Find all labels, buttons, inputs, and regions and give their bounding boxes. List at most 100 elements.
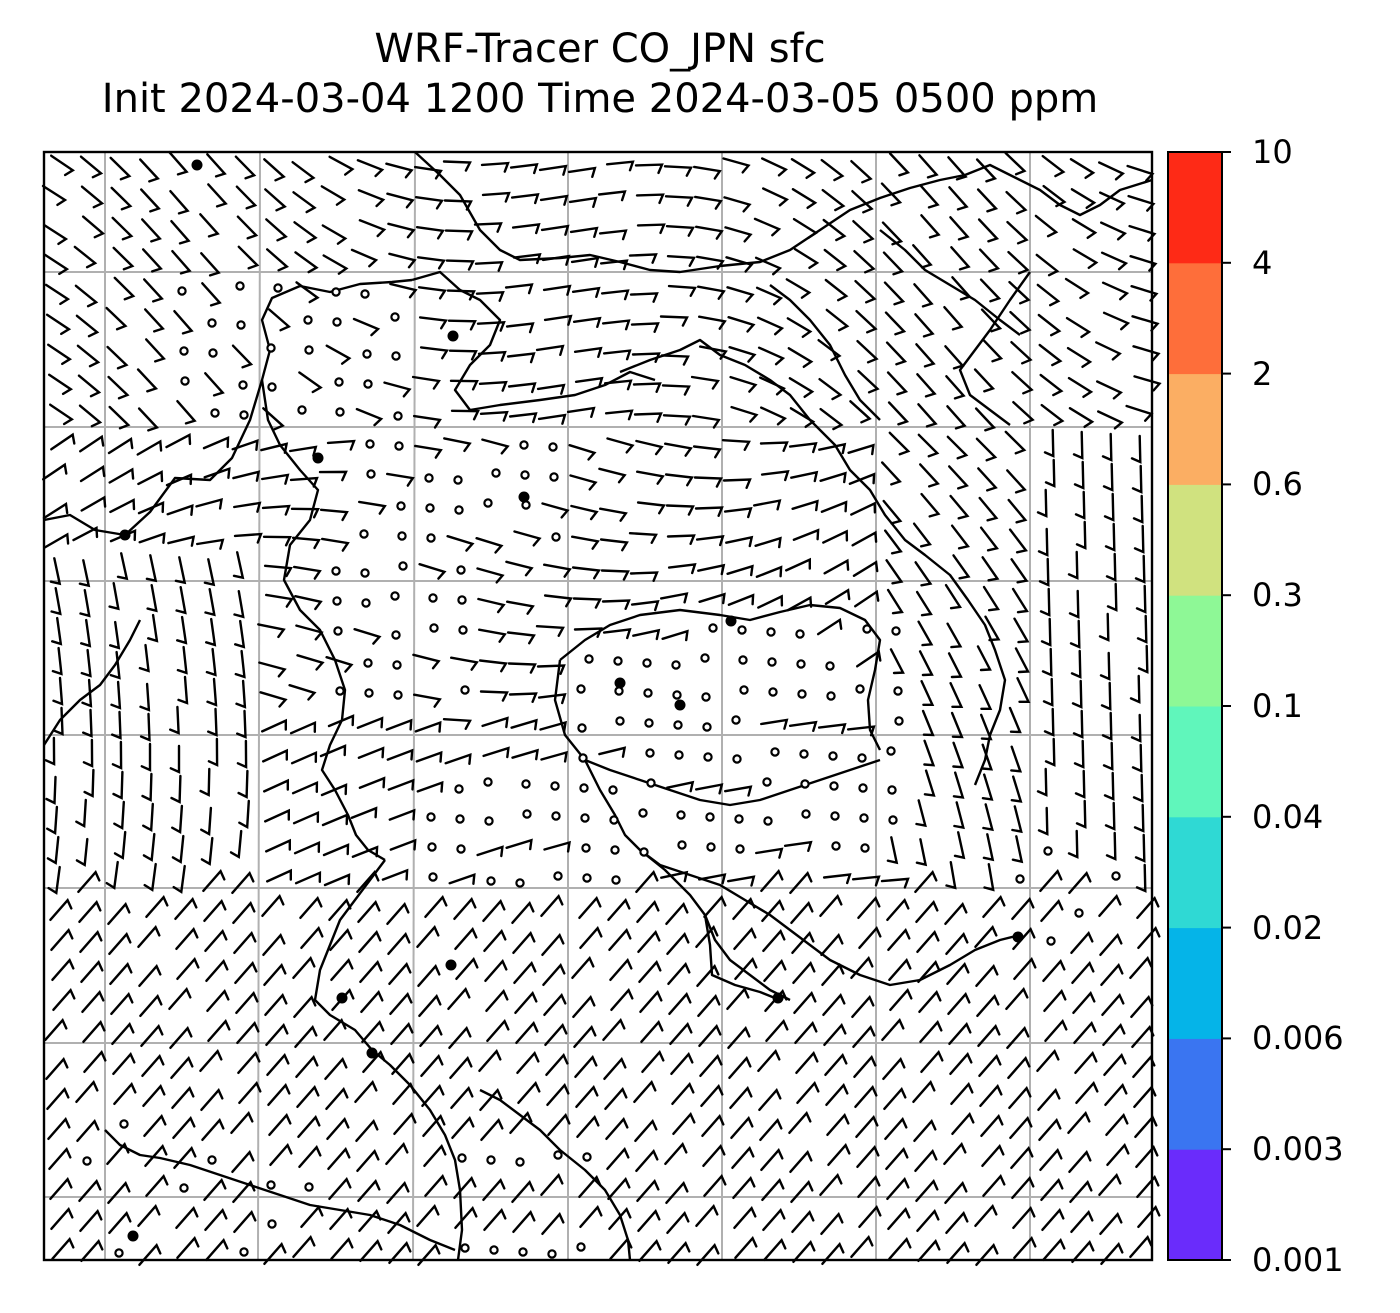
wind-barb	[755, 565, 783, 578]
wind-barb	[629, 571, 659, 582]
wind-barb	[918, 154, 939, 179]
wind-barb	[258, 661, 287, 678]
calm-wind-circle	[518, 1247, 528, 1257]
wind-barb	[417, 286, 447, 300]
wind-barb	[824, 588, 851, 605]
wind-barb	[1074, 1051, 1098, 1074]
wind-barb	[296, 1085, 320, 1108]
wind-barb	[1133, 524, 1145, 554]
wind-barb	[356, 1149, 380, 1172]
wind-barb	[979, 526, 999, 552]
wind-barb	[295, 624, 324, 641]
calm-wind-circle	[332, 596, 342, 606]
wind-barb	[235, 991, 259, 1014]
wind-barb	[46, 1087, 70, 1110]
wind-barb	[571, 286, 601, 298]
wind-barb	[78, 559, 91, 588]
wind-barb	[604, 1087, 628, 1110]
wind-barb	[827, 1143, 851, 1166]
wind-barb	[442, 718, 472, 730]
wind-barb	[478, 659, 508, 673]
wind-barb	[1067, 550, 1079, 580]
wind-barb	[912, 522, 932, 548]
calm-wind-circle	[770, 747, 780, 757]
wind-barb	[1103, 492, 1115, 522]
wind-barb	[1127, 194, 1156, 212]
wind-barb	[510, 718, 538, 731]
wind-barb	[888, 1237, 912, 1260]
wind-barb	[638, 960, 662, 983]
wind-barb	[136, 439, 163, 456]
wind-barb	[886, 1177, 910, 1200]
wind-barb	[854, 1085, 878, 1108]
wind-barb	[203, 1178, 227, 1201]
wind-barb	[668, 992, 692, 1015]
wind-barb	[1008, 1086, 1032, 1109]
wind-barb	[200, 836, 214, 866]
wind-barb	[292, 810, 320, 825]
wind-barb	[722, 478, 752, 489]
wind-barb	[112, 246, 135, 271]
wind-barb	[203, 467, 231, 479]
station-dot	[366, 1047, 378, 1059]
wind-barb	[79, 1209, 103, 1232]
wind-barb	[267, 1083, 291, 1106]
coastline-sakhalin-east	[958, 271, 1031, 426]
wind-barb	[113, 830, 127, 860]
calm-wind-circle	[614, 686, 624, 696]
wind-barb	[791, 931, 815, 954]
calm-wind-circle	[579, 783, 589, 793]
wind-barb	[981, 338, 1004, 363]
wind-barb	[414, 196, 444, 210]
wind-barb	[659, 315, 689, 327]
wind-barb	[733, 1206, 757, 1229]
wind-barb	[141, 772, 153, 802]
wind-barb	[948, 1022, 972, 1045]
wind-barb	[79, 589, 91, 618]
wind-barb	[143, 278, 164, 303]
wind-barb	[388, 1241, 412, 1264]
wind-barb	[140, 188, 161, 213]
station-dot	[312, 452, 324, 464]
wind-barb	[232, 1180, 256, 1203]
station-dot	[447, 330, 459, 342]
wind-barb	[759, 1118, 783, 1141]
wind-barb	[421, 1084, 445, 1107]
wind-barb	[888, 431, 911, 456]
wind-barb	[505, 838, 533, 851]
wind-barb	[755, 286, 784, 306]
wind-barb	[328, 155, 355, 176]
wind-barb	[1073, 739, 1085, 769]
calm-wind-circle	[828, 751, 838, 761]
wind-barb	[602, 349, 632, 361]
map-background	[44, 152, 1152, 1260]
wind-barb	[351, 845, 379, 858]
wind-barb	[387, 1211, 411, 1234]
wind-barb	[660, 870, 689, 883]
wind-barb	[47, 343, 73, 366]
wind-barb	[453, 897, 477, 920]
colorbar-tick-label: 0.003	[1252, 1130, 1344, 1169]
wind-barb	[600, 289, 630, 301]
wind-barb	[857, 896, 881, 919]
wind-barb	[1069, 619, 1081, 649]
wind-barb	[78, 404, 103, 428]
wind-barb	[599, 507, 628, 522]
wind-barb	[320, 185, 347, 206]
wind-barb	[783, 840, 813, 852]
calm-wind-circle	[273, 283, 283, 293]
wind-barb	[481, 438, 510, 455]
wind-barb	[108, 405, 131, 430]
wind-barb	[1101, 432, 1113, 462]
wind-barb	[667, 284, 697, 297]
wind-barb	[388, 962, 412, 985]
wind-barb	[49, 557, 62, 586]
wind-barb	[175, 586, 187, 615]
wind-barb	[358, 1209, 382, 1232]
wind-barb	[727, 1026, 751, 1049]
wind-barb	[326, 439, 356, 451]
wind-barb	[291, 780, 319, 795]
wind-barb	[977, 1024, 1001, 1047]
wind-barb	[945, 1211, 969, 1234]
colorbar-bin	[1168, 706, 1222, 818]
